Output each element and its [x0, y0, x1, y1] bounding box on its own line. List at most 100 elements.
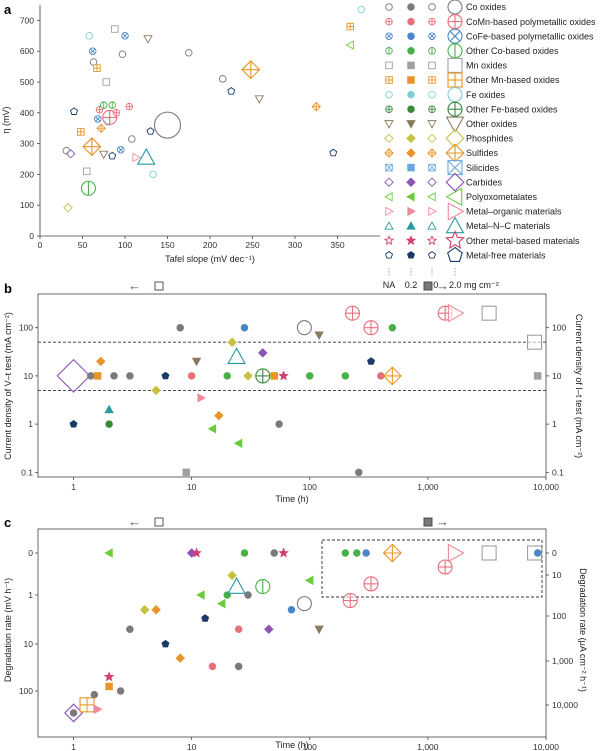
panel-b-point	[56, 358, 91, 393]
open-square-icon	[154, 517, 164, 527]
panel-c-y-tick-right: 100	[552, 611, 566, 621]
panel-c-point	[353, 549, 361, 557]
panel-c-point	[341, 549, 350, 557]
legend-item-label: Metal–N–C materials	[466, 221, 551, 231]
legend-marker-na	[385, 61, 393, 70]
panel-b-point	[240, 323, 249, 332]
panel-a-point	[95, 105, 104, 114]
panel-a-y-tick: 400	[20, 108, 34, 118]
panel-a-x-tick: 0	[38, 240, 43, 250]
panel-b-point	[191, 357, 202, 367]
panel-b-point	[105, 420, 113, 428]
panel-b-point	[110, 372, 118, 380]
panel-c-x-tick: 100	[303, 742, 317, 751]
panel-a-point	[116, 146, 125, 154]
legend-marker-small	[407, 76, 415, 84]
legend-marker-na	[385, 105, 393, 113]
legend-item-label: Other Mn-based oxides	[466, 75, 560, 85]
panel-b-point	[447, 303, 465, 323]
legend-marker-large	[447, 101, 463, 117]
panel-c-y-tick: 1	[28, 590, 33, 600]
panel-c-point	[126, 625, 134, 633]
panel-c-point	[105, 682, 113, 691]
legend-marker-medium	[428, 61, 436, 70]
panel-b-direction-markers: ← →	[128, 278, 449, 293]
panel-b-y-tick: 100	[19, 323, 33, 333]
panel-c-point	[244, 591, 252, 599]
panel-b-point	[388, 323, 397, 332]
panel-c-point	[139, 604, 150, 615]
panel-c-y-tick-right: 0	[552, 548, 557, 558]
panel-a-point	[311, 101, 322, 112]
legend-item-label: Polyoxometalates	[466, 192, 538, 202]
panel-c-y-label: Degradation rate (mV h⁻¹)	[3, 578, 13, 682]
panel-b-y-tick-right: 1	[552, 419, 557, 429]
panel-a-y-label: η (mV)	[1, 106, 11, 133]
panel-label-b: b	[4, 281, 12, 296]
panel-label-c: c	[4, 515, 11, 530]
legend-marker-small	[406, 251, 416, 259]
panel-b-y-tick-right: 0.1	[552, 467, 564, 477]
panel-b-point	[233, 438, 243, 449]
legend-item-label: Silicides	[466, 163, 500, 173]
legend-marker-small	[406, 177, 416, 187]
legend-marker-na	[384, 148, 394, 158]
panel-b-point	[306, 372, 314, 380]
panel-a-point	[63, 202, 73, 213]
panel-b-point	[93, 372, 102, 380]
panel-c-y-tick-right: 10,000	[552, 700, 578, 710]
legend-marker-na	[385, 17, 393, 26]
legend-marker-small	[406, 120, 416, 129]
panel-a-point	[329, 148, 338, 157]
panel-c-point	[481, 545, 497, 561]
panel-c-x-tick: 1,000	[417, 742, 439, 751]
legend-marker-large	[447, 28, 463, 44]
legend-marker-large	[447, 14, 463, 30]
legend-item-label: Metal-free materials	[466, 250, 546, 260]
legend-marker-large	[445, 143, 465, 163]
panel-c-x-tick: 10	[187, 742, 197, 751]
panel-c-y-tick: 0	[28, 548, 33, 558]
legend-marker-na	[385, 76, 393, 84]
legend-item-label: Fe oxides	[466, 90, 506, 100]
panel-c-point	[161, 639, 170, 648]
left-arrow-icon: ←	[128, 514, 141, 529]
panel-b-point	[382, 366, 402, 386]
panel-c-point	[227, 570, 237, 581]
legend-marker-small	[406, 133, 416, 144]
legend-item-label: Co oxides	[466, 2, 507, 12]
panel-a-point	[89, 58, 98, 66]
right-arrow-icon: →	[436, 278, 449, 293]
panel-b-x-tick: 100	[303, 482, 317, 492]
panel-b-point	[527, 334, 543, 350]
panel-b-point	[126, 372, 134, 380]
panel-c-y-label-right: Degradation rate (μA cm⁻² h⁻¹)	[578, 568, 588, 692]
legend-marker-small	[407, 206, 416, 217]
panel-c-scatter: ← → 1 10 100 1,000 10,000 0 1 10 100 0 10 100 1,000 1…	[3, 514, 588, 751]
panel-a-x-tick: 50	[78, 240, 88, 250]
panel-c-point	[264, 624, 274, 635]
legend-loading-label: NA	[383, 280, 396, 290]
panel-b-point	[275, 420, 283, 428]
legend-marker-na	[384, 177, 394, 187]
legend-marker-small	[406, 221, 416, 230]
panel-b-point	[296, 320, 312, 336]
panel-c-x-tick: 10,000	[533, 742, 559, 751]
panel-c-y-tick: 10	[24, 639, 34, 649]
legend-item-label: Other oxides	[466, 119, 518, 129]
legend-marker-medium	[427, 133, 437, 144]
panel-c-point	[175, 653, 185, 663]
legend-item-label: Sulfides	[466, 148, 499, 158]
panel-b-point	[176, 323, 184, 332]
panel-a-y-tick: 300	[20, 139, 34, 149]
panel-a-scatter: 0 50 100 150 200 250 300 350 0 100 200 300 400 500 600…	[1, 5, 380, 264]
panel-a-point	[149, 170, 157, 179]
legend-marker-small	[406, 192, 415, 202]
legend-marker-large	[445, 187, 463, 207]
panel-a-point	[111, 25, 119, 33]
panel-c-point	[270, 549, 278, 557]
legend-marker-medium	[428, 47, 436, 55]
panel-b-point	[255, 368, 271, 384]
panel-a-x-tick: 150	[160, 240, 174, 250]
